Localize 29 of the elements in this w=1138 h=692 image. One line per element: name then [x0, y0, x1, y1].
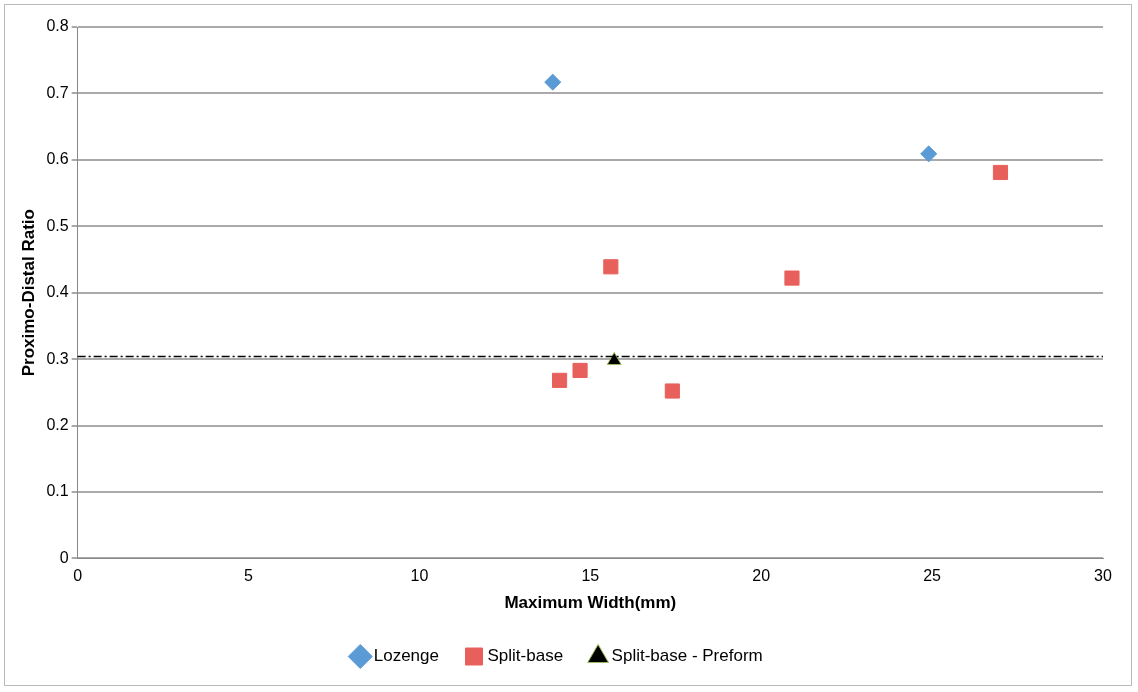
point — [551, 372, 568, 388]
x-tick-label: 15 — [581, 567, 600, 585]
y-axis-title: Proximo-Distal Ratio — [18, 209, 38, 377]
y-tick-label: 0.8 — [46, 17, 69, 35]
legend-label: Split-base - Preform — [611, 646, 763, 666]
y-tick-label: 0.7 — [46, 83, 69, 101]
y-tick-label: 0.3 — [46, 349, 69, 367]
legend-label: Split-base — [487, 646, 564, 666]
point — [992, 164, 1009, 181]
x-axis-title: Maximum Width(mm) — [504, 593, 677, 613]
x-tick-label: 25 — [923, 567, 942, 585]
point — [664, 383, 680, 399]
x-tick-label: 30 — [1094, 567, 1112, 585]
y-tick-label: 0.6 — [46, 150, 69, 168]
point — [544, 73, 562, 91]
x-tick-label: 20 — [752, 567, 771, 585]
point — [603, 259, 619, 275]
x-tick-label: 10 — [410, 567, 429, 585]
point — [572, 362, 588, 378]
y-tick-label: 0.1 — [46, 482, 69, 500]
x-tick-label: 0 — [73, 567, 83, 585]
y-tick-label: 0.4 — [46, 283, 69, 301]
x-tick-label: 5 — [244, 567, 254, 585]
y-tick-label: 0.2 — [46, 415, 69, 433]
y-tick-label: 0.5 — [46, 216, 69, 234]
legend-label: Lozenge — [373, 646, 439, 666]
point — [784, 270, 800, 286]
y-tick-label: 0 — [59, 548, 69, 566]
point — [920, 145, 938, 163]
